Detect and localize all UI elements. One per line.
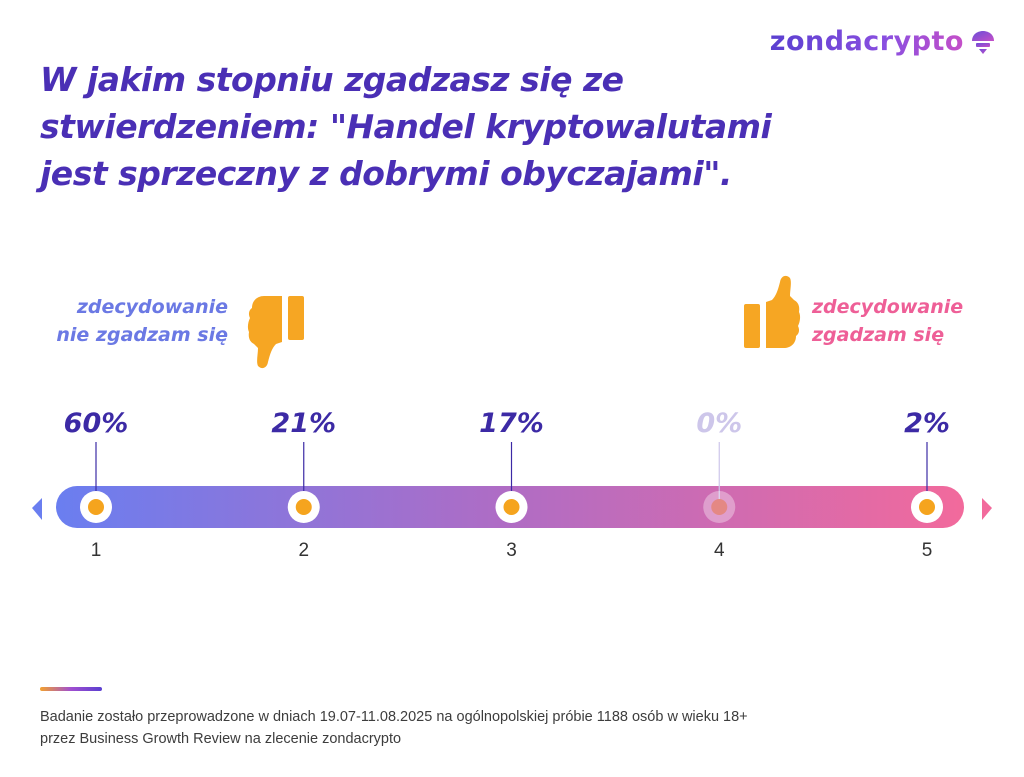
likert-scale-chart: 60% 1 21% 2 17% 3 0% 4 2% 5 (32, 408, 992, 561)
scale-arrow-left (32, 498, 42, 520)
data-point (711, 499, 728, 515)
data-point (295, 499, 312, 515)
data-point (503, 499, 520, 515)
tick-label: 2 (298, 540, 309, 561)
data-point (919, 499, 935, 515)
thumbs-down-icon (247, 296, 304, 369)
brand-logo: zondacrypto (770, 26, 996, 57)
data-point (88, 499, 104, 515)
value-label: 17% (479, 408, 544, 439)
value-label: 21% (271, 408, 336, 439)
scale-arrow-right (982, 498, 992, 520)
zonda-mushroom-icon (972, 30, 994, 54)
tick-label: 4 (714, 540, 725, 561)
footnote: Badanie zostało przeprowadzone w dniach … (40, 709, 748, 747)
value-label: 2% (904, 408, 950, 439)
scale-label-agree: zdecydowanie zgadzam się (812, 296, 964, 346)
scale-label-disagree: zdecydowanie nie zgadzam się (56, 296, 228, 346)
thumbs-up-icon (744, 275, 801, 348)
question-title: W jakim stopniu zgadzasz się ze stwierdz… (40, 60, 772, 193)
logo-text: zondacrypto (769, 26, 964, 57)
value-label: 60% (64, 408, 129, 439)
footnote-accent-line (40, 687, 102, 691)
value-label: 0% (696, 408, 742, 439)
tick-label: 1 (91, 540, 102, 561)
tick-label: 5 (922, 540, 933, 561)
tick-label: 3 (506, 540, 517, 561)
